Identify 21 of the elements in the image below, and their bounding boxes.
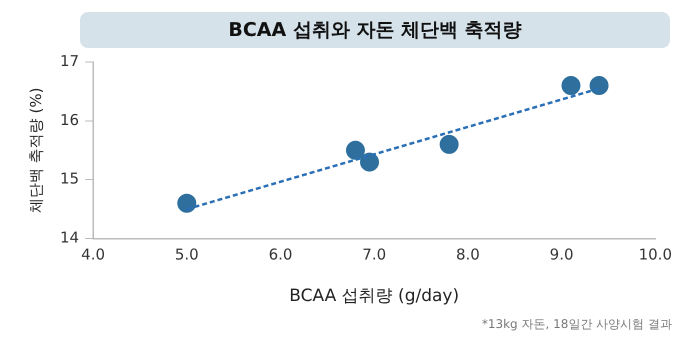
x-tick-label: 4.0 [81,245,106,264]
x-tick-label: 6.0 [268,245,292,264]
point [360,152,380,172]
x-tick-label: 8.0 [456,245,480,264]
x-tick-label: 7.0 [362,245,386,264]
point [561,76,580,96]
y-tick-label: 15 [60,170,80,188]
x-axis-title: BCAA 섭취량 (g/day) [289,286,460,306]
y-axis-title: 체단백 축적량 (%) [26,88,45,214]
y-tick-label: 16 [60,110,80,129]
text: *13kg 자돈, 18일간 사양시험 결과 [482,316,672,333]
point [177,194,196,213]
chart-title: BCAA 섭취와 자돈 체단백 축적량 [80,12,670,48]
y-tick-label: 14 [60,228,80,246]
y-tick-label: 17 [60,52,80,70]
point [440,134,459,154]
x-tick-label: 10.0 [638,245,672,264]
point [346,140,365,160]
point [590,76,609,96]
x-tick-label: 5.0 [174,245,199,264]
x-tick-label: 9.0 [550,245,574,264]
